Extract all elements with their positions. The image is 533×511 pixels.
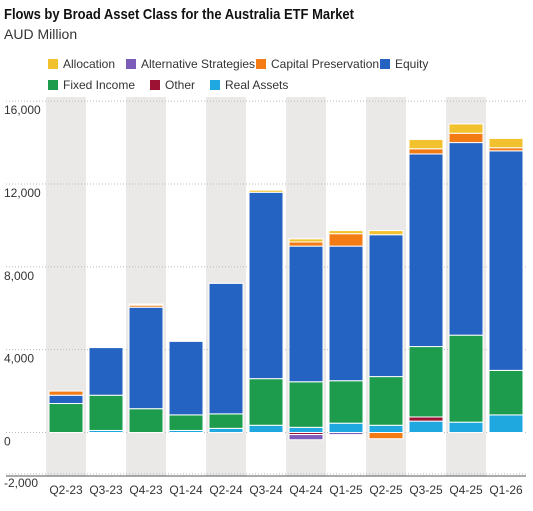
bar-segment xyxy=(88,394,124,431)
bar-segment xyxy=(328,380,364,424)
bar-segment xyxy=(88,347,124,396)
bar-segment xyxy=(488,150,524,371)
bar-segment xyxy=(328,245,364,382)
bar-segment xyxy=(48,403,84,434)
bar-segment xyxy=(488,137,524,149)
bar-segment xyxy=(448,334,484,423)
legend-swatch xyxy=(380,59,390,69)
bar-segment xyxy=(368,432,404,440)
legend-label: Other xyxy=(165,78,195,92)
bar-segment xyxy=(288,245,324,383)
bar-segment xyxy=(288,241,324,247)
bar-segment xyxy=(288,434,324,441)
bar-segment xyxy=(448,123,484,134)
x-tick-label: Q1-25 xyxy=(329,483,363,497)
y-tick-label: -2,000 xyxy=(4,476,38,490)
bar-segment xyxy=(208,427,244,434)
bar-segment xyxy=(288,426,324,434)
bar-segment xyxy=(328,230,364,235)
y-tick-label: 16,000 xyxy=(4,103,41,117)
x-tick-label: Q2-23 xyxy=(49,483,83,497)
x-tick-label: Q4-23 xyxy=(129,483,163,497)
bar-segment xyxy=(328,422,364,434)
x-tick-label: Q3-24 xyxy=(249,483,283,497)
bar-segment xyxy=(288,381,324,428)
legend-label: Allocation xyxy=(63,57,115,71)
bar-segment xyxy=(448,132,484,144)
bar-segment xyxy=(288,238,324,243)
legend-swatch xyxy=(48,80,58,90)
bar-segment xyxy=(248,189,284,193)
legend-label: Real Assets xyxy=(225,78,288,92)
bar-segment xyxy=(488,369,524,416)
x-tick-label: Q4-24 xyxy=(289,483,323,497)
x-tick-label: Q2-25 xyxy=(369,483,403,497)
bar-segment xyxy=(248,191,284,380)
bar-segment xyxy=(408,420,444,434)
bar-segment xyxy=(368,376,404,426)
bar-segment xyxy=(48,394,84,405)
legend-swatch xyxy=(150,80,160,90)
bar-segment xyxy=(408,138,444,150)
bar-segment xyxy=(408,153,444,348)
legend-swatch xyxy=(256,59,266,69)
legend-swatch xyxy=(210,80,220,90)
bar-segment xyxy=(248,424,284,434)
chart-subtitle: AUD Million xyxy=(4,26,77,42)
legend-label: Equity xyxy=(395,57,428,71)
bar-segment xyxy=(448,421,484,434)
x-tick-label: Q4-25 xyxy=(449,483,483,497)
x-tick-label: Q1-24 xyxy=(169,483,203,497)
chart-title: Flows by Broad Asset Class for the Austr… xyxy=(4,6,354,23)
legend-label: Capital Preservation xyxy=(271,57,379,71)
x-tick-label: Q3-25 xyxy=(409,483,443,497)
bar-segment xyxy=(488,414,524,434)
bar-segment xyxy=(208,413,244,429)
bar-segment xyxy=(448,142,484,336)
bar-segment xyxy=(408,416,444,422)
bar-segment xyxy=(128,306,164,410)
bar-segment xyxy=(368,424,404,434)
y-tick-label: 0 xyxy=(4,435,11,449)
bar-segment xyxy=(128,408,164,434)
y-tick-label: 8,000 xyxy=(4,269,34,283)
x-tick-label: Q2-24 xyxy=(209,483,243,497)
legend-swatch xyxy=(48,59,58,69)
bar-segment xyxy=(328,233,364,247)
x-tick-label: Q3-23 xyxy=(89,483,123,497)
bar-segment xyxy=(168,414,204,431)
bar-segment xyxy=(48,390,84,396)
bar-segment xyxy=(368,230,404,236)
legend-swatch xyxy=(126,59,136,69)
bar-segment xyxy=(248,378,284,426)
bar-segment xyxy=(128,303,164,306)
x-tick-label: Q1-26 xyxy=(489,483,523,497)
y-tick-label: 12,000 xyxy=(4,186,41,200)
bar-segment xyxy=(408,346,444,418)
legend-label: Alternative Strategies xyxy=(141,57,255,71)
bar-segment xyxy=(368,234,404,378)
legend-label: Fixed Income xyxy=(63,78,135,92)
bar-segment xyxy=(208,282,244,415)
bar-segment xyxy=(168,340,204,416)
y-tick-label: 4,000 xyxy=(4,352,34,366)
bar-segment xyxy=(408,148,444,155)
bar-segment xyxy=(328,432,364,436)
